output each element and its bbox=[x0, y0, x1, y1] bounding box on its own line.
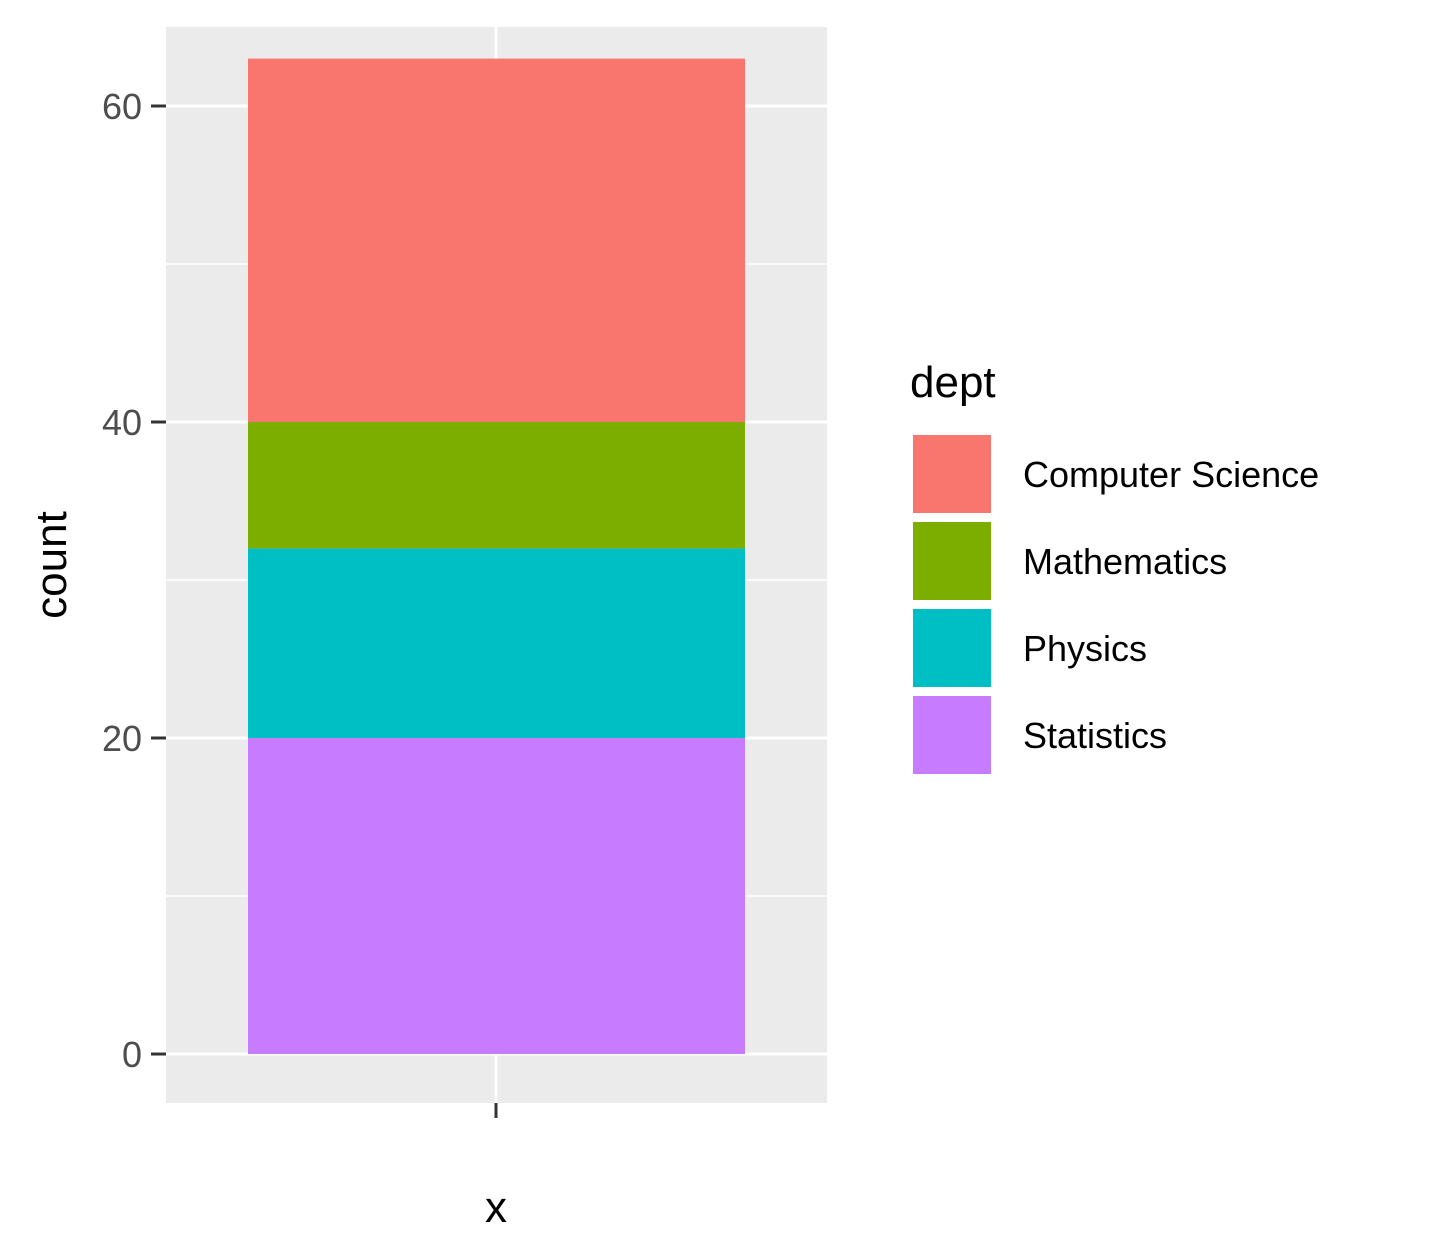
y-tick-label: 40 bbox=[102, 402, 142, 443]
legend-key bbox=[911, 520, 993, 602]
legend-label: Computer Science bbox=[1023, 454, 1319, 495]
y-axis: 0 20 40 60 bbox=[102, 86, 166, 1075]
bar-segment-computer-science bbox=[248, 58, 745, 423]
x-axis-title: x bbox=[485, 1183, 507, 1232]
legend-label: Physics bbox=[1023, 628, 1147, 669]
legend-key bbox=[911, 607, 993, 689]
legend-key bbox=[911, 433, 993, 515]
y-axis-title: count bbox=[27, 511, 76, 619]
bar-segment-mathematics bbox=[248, 422, 745, 549]
y-tick-label: 0 bbox=[122, 1034, 142, 1075]
y-tick-label: 60 bbox=[102, 86, 142, 127]
bar-segment-physics bbox=[248, 548, 745, 739]
legend-label: Statistics bbox=[1023, 715, 1167, 756]
bar-segments bbox=[248, 58, 745, 1055]
bar-segment-statistics bbox=[248, 738, 745, 1055]
legend-label: Mathematics bbox=[1023, 541, 1227, 582]
legend-key bbox=[911, 694, 993, 776]
legend-title: dept bbox=[910, 358, 996, 407]
legend: dept Computer Science Mathematics Physics S… bbox=[910, 358, 1319, 776]
y-tick-label: 20 bbox=[102, 718, 142, 759]
